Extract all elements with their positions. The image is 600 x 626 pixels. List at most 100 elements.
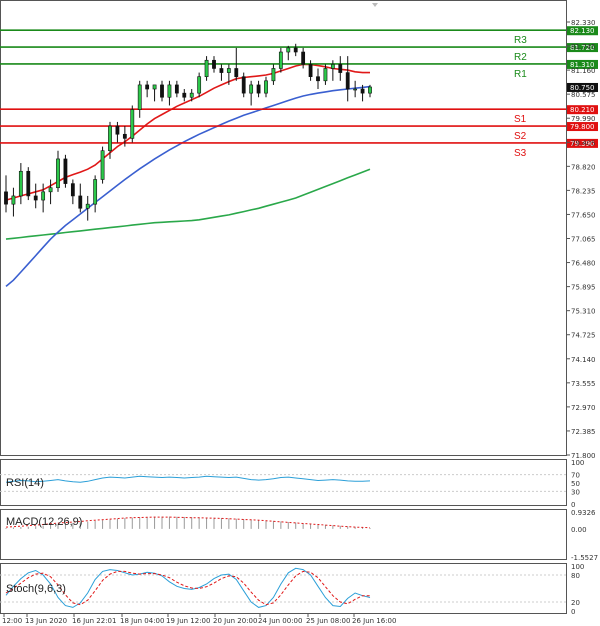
candle-body [234, 68, 239, 77]
candle-body [345, 72, 350, 90]
price-tick-label: 77.065 [571, 236, 596, 244]
candle-body [41, 191, 46, 201]
price-tick-label: 81.745 [571, 43, 596, 51]
level-price-label: 81.720 [570, 44, 595, 52]
rsi-tick-label: 0 [571, 501, 575, 509]
candle-body [26, 170, 31, 197]
time-axis: 12:00 13 Jun 2020 16 Jun 22:01 18 Jun 04:00… [2, 613, 396, 625]
stoch-label: Stoch(9,6,3) [6, 583, 66, 595]
candle-body [189, 92, 194, 98]
candle-body [11, 195, 16, 205]
candle-body [368, 86, 372, 94]
stoch-tick-label: 80 [571, 572, 580, 580]
macd-label: MACD(12,26,9) [6, 516, 82, 528]
price-tick-label: 72.385 [571, 428, 596, 436]
price-tick-label: 78.235 [571, 187, 596, 195]
level-price-label: 79.390 [570, 140, 595, 148]
candle-body [249, 84, 254, 94]
level-name-s1: S1 [514, 114, 527, 125]
candle-body [219, 68, 224, 73]
price-tick-label: 75.310 [571, 308, 596, 316]
level-price-box [567, 43, 598, 53]
macd-tick-label: 0.9326 [571, 509, 596, 517]
time-tick-label: 20 Jun 20:00 [213, 617, 257, 625]
candle-body [78, 195, 83, 209]
macd-panel: 0.9326 0.00 -1.5527 [5, 509, 598, 562]
scroll-marker-icon [372, 3, 378, 7]
price-axis: 82.330 81.745 81.160 80.575 79.990 79.405 78.8… [566, 19, 596, 460]
ma-blue-line [5, 85, 371, 288]
level-price-box [567, 105, 598, 115]
time-tick-label: 12:00 [2, 617, 22, 625]
level-name-s2: S2 [514, 131, 527, 142]
level-price-box [567, 59, 598, 69]
macd-signal-line [5, 516, 371, 529]
time-tick-label: 16 Jun 22:01 [72, 617, 116, 625]
candle-body [338, 64, 343, 73]
level-price-label: 82.130 [570, 27, 595, 35]
current-price-label: 80.750 [570, 84, 595, 92]
price-tick-label: 82.330 [571, 19, 596, 27]
price-tick-label: 77.650 [571, 211, 596, 219]
candle-body [293, 47, 298, 53]
candle-body [360, 88, 365, 94]
price-tick-label: 75.895 [571, 284, 596, 292]
macd-tick-label: -1.5527 [571, 554, 598, 562]
candle-body [93, 179, 98, 205]
price-tick-label: 76.480 [571, 260, 596, 268]
current-price-box [567, 82, 598, 92]
candle-body [353, 88, 358, 91]
candle-body [256, 84, 261, 94]
candle-body [316, 76, 320, 82]
candle-body [308, 64, 313, 77]
price-tick-label: 81.160 [571, 67, 596, 75]
candle-body [130, 109, 135, 139]
level-price-box [567, 122, 598, 132]
level-price-box [567, 138, 598, 148]
candle-body [197, 76, 202, 94]
candle-body [4, 191, 8, 205]
time-tick-label: 25 Jun 08:00 [306, 617, 350, 625]
level-name-r3: R3 [514, 35, 527, 46]
time-tick-label: 19 Jun 12:00 [166, 617, 210, 625]
time-tick-label: 13 Jun 2020 [25, 617, 67, 625]
candlesticks [4, 43, 372, 221]
candle-body [301, 51, 306, 65]
price-tick-label: 74.140 [571, 356, 596, 364]
level-name-s3: S3 [514, 148, 527, 159]
candle-body [85, 203, 90, 209]
level-price-label: 81.310 [570, 61, 595, 69]
candle-body [70, 183, 75, 197]
stoch-d-line [5, 570, 370, 606]
stoch-k-line [5, 567, 371, 608]
candle-body [100, 150, 105, 180]
level-price-box [567, 26, 598, 36]
level-price-label: 80.210 [570, 106, 595, 114]
candle-body [212, 59, 216, 69]
rsi-line [5, 475, 371, 483]
price-tick-label: 74.725 [571, 332, 596, 340]
rsi-tick-label: 30 [571, 488, 580, 496]
candle-body [63, 158, 68, 184]
candle-body [152, 84, 157, 90]
chart-frame [0, 0, 567, 614]
stoch-tick-label: 20 [571, 599, 580, 607]
rsi-label: RSI(14) [6, 477, 44, 489]
ma-red-line [5, 63, 370, 201]
candle-body [174, 84, 179, 94]
candle-body [278, 51, 283, 69]
candle-body [137, 84, 142, 110]
time-tick-label: 24 Jun 00:00 [258, 617, 302, 625]
stoch-tick-label: 0 [571, 608, 575, 616]
pivot-levels: R3 82.130 R2 81.720 R1 81.310 S1 80.210 S2 79.800… [0, 26, 598, 159]
price-tick-label: 72.970 [571, 404, 596, 412]
candle-body [241, 76, 246, 94]
level-name-r1: R1 [514, 69, 527, 80]
price-tick-label: 80.575 [571, 91, 596, 99]
candle-body [145, 84, 150, 90]
candle-body [122, 133, 127, 139]
moving-averages [5, 63, 371, 288]
